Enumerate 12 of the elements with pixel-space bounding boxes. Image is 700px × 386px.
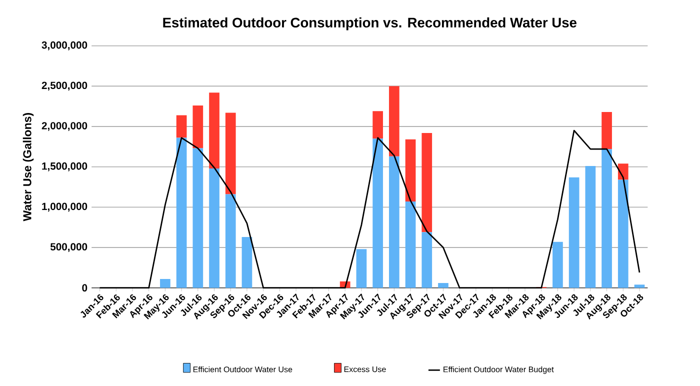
legend-label: Excess Use <box>344 366 386 372</box>
y-tick-label: 1,500,000 <box>42 162 88 172</box>
legend-label: Efficient Outdoor Water Use <box>193 366 292 372</box>
chart-title: Estimated Outdoor Consumption vs. Recommended Water Use <box>163 17 576 30</box>
y-tick-label: 2,000,000 <box>42 122 88 131</box>
y-tick-label: 3,000,000 <box>42 41 88 50</box>
y-tick-label: 1,000,000 <box>42 202 88 212</box>
legend-label: Efficient Outdoor Water Budget <box>444 366 554 374</box>
y-axis-title: Water Use (Gallons) <box>22 112 34 222</box>
y-tick-label: 2,500,000 <box>42 82 88 91</box>
y-tick-label: 0 <box>82 284 88 292</box>
y-tick-label: 500,000 <box>50 243 88 252</box>
